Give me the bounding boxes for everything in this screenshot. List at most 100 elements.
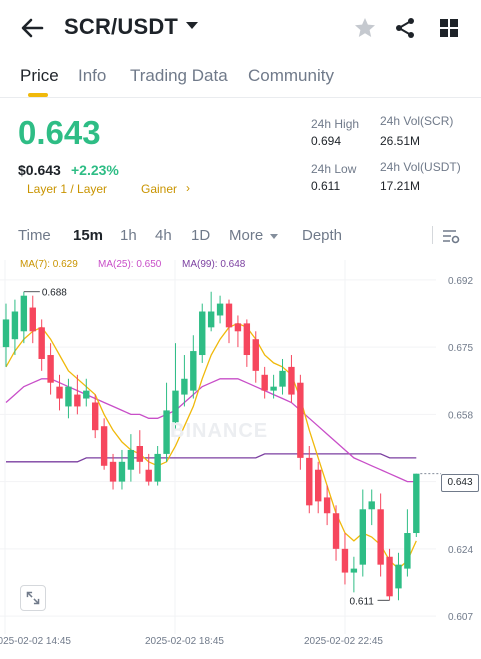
y-tick-label: 0.675 [448,343,473,354]
candle-body [395,564,402,589]
candle-body [216,303,224,316]
y-tick-label: 0.624 [448,545,473,556]
star-icon[interactable] [353,16,377,40]
candle-body [207,311,215,328]
ma99-line [6,453,417,463]
share-icon[interactable] [393,16,417,40]
chart-canvas: 0.6920.6750.6580.6410.6240.6070.6880.611… [0,260,473,647]
tab-community[interactable]: Community [248,66,334,85]
binance-watermark: BINANCE [170,420,269,442]
candle-body [2,319,10,348]
low-marker-label: 0.611 [350,596,375,607]
last-price: 0.643 [18,114,101,151]
candle-body [47,355,54,383]
ma99-label: MA(99): 0.648 [182,259,246,270]
caret-down-icon[interactable] [270,234,278,239]
tf-15m[interactable]: 15m [73,227,104,244]
candle-body [350,568,358,573]
candle-body [38,327,45,359]
timeframe-bar: Time 15m 1h 4h 1D More Depth [0,222,481,250]
tab-price[interactable]: Price [20,66,59,85]
tab-bar: Price Info Trading Data Community [0,60,481,98]
stat-vol-base-value: 26.51M [380,134,421,148]
ma7-line [5,322,417,570]
candle-body [306,457,313,506]
candle-body [20,295,28,332]
candle-body [100,426,108,466]
candle-body [11,311,19,340]
tab-trading-data[interactable]: Trading Data [130,66,228,85]
trading-pair-title[interactable]: SCR/USDT [64,14,179,39]
stat-vol-quote-value: 17.21M [380,179,421,193]
stat-low-label: 24h Low [311,162,357,176]
candle-body [163,410,170,454]
price-change-percent: +2.23% [71,162,119,178]
candle-body [225,303,233,328]
chevron-down-icon[interactable] [186,22,198,29]
candle-body [279,370,286,387]
candle-body [359,509,366,565]
candle-body [109,461,117,482]
candle-body [288,366,295,395]
candle-body [145,469,152,482]
candle-body [127,449,135,470]
chart-settings-icon[interactable] [441,226,461,246]
candle-body [252,339,259,371]
candle-body [377,509,384,565]
candle-body [341,548,349,573]
candlestick-chart[interactable]: 0.6920.6750.6580.6410.6240.6070.6880.611… [0,250,481,659]
tag-layer1[interactable]: Layer 1 / Layer [27,182,108,196]
stat-high-label: 24h High [311,117,360,131]
stat-vol-quote-label: 24h Vol(USDT) [380,160,461,174]
tag-gainer[interactable]: Gainer [141,182,178,196]
ma25-label: MA(25): 0.650 [98,259,162,270]
stat-vol-base-label: 24h Vol(SCR) [380,114,454,128]
x-tick-label: 2025-02-02 18:45 [145,636,224,647]
candle-body [234,323,242,332]
candle-body [368,501,375,510]
candle-body [199,311,206,356]
tf-1d[interactable]: 1D [191,227,211,244]
candle-body [118,461,126,482]
candle-body [332,513,340,549]
y-tick-label: 0.692 [448,276,473,287]
stat-low-value: 0.611 [311,179,341,193]
candle-body [243,323,251,356]
tf-1h[interactable]: 1h [120,227,137,244]
tf-depth[interactable]: Depth [302,227,343,244]
candle-body [92,402,99,431]
candle-body [297,382,304,458]
arrow-left-icon[interactable] [18,14,46,42]
candle-body [315,469,322,502]
candle-body [65,386,72,407]
ma25-line [5,378,417,483]
candle-body [261,374,268,391]
high-marker-label: 0.688 [42,288,67,299]
expand-icon[interactable] [20,585,46,611]
candle-body [270,386,277,391]
active-tab-indicator [28,93,48,97]
last-price-marker: 0.643 [441,474,479,492]
candle-body [323,497,331,514]
candle-body [181,378,188,395]
x-tick-label: 2025-02-02 14:45 [0,636,71,647]
candle-body [29,307,36,332]
candle-body [404,533,411,569]
tf-time[interactable]: Time [18,227,51,244]
divider [432,226,433,244]
tf-4h[interactable]: 4h [155,227,172,244]
candle-body [136,446,143,462]
header: SCR/USDT [0,0,481,56]
tab-info[interactable]: Info [78,66,107,85]
candle-body [83,390,90,399]
candle-body [172,390,179,423]
chevron-right-icon[interactable]: › [186,181,190,195]
candle-body [56,386,63,399]
tf-more[interactable]: More [229,227,264,244]
candle-body [74,394,81,407]
candle-body [413,473,420,534]
grid-icon[interactable] [437,16,461,40]
candle-body [190,351,197,391]
y-tick-label: 0.658 [448,410,473,421]
usd-price: $0.643 [18,162,61,178]
